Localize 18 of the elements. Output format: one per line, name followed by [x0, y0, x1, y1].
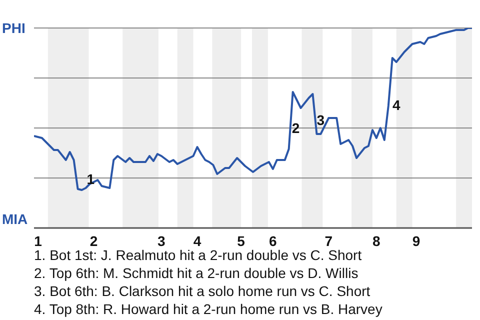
annotation: 3: [316, 112, 325, 128]
x-tick-label: 3: [158, 232, 166, 249]
x-tick-label: 2: [90, 232, 98, 249]
x-tick-label: 1: [34, 232, 42, 249]
x-tick-label: 7: [324, 232, 333, 249]
annotation: 2: [292, 120, 300, 136]
x-tick-label: 6: [269, 232, 278, 249]
x-tick-label: 5: [237, 232, 246, 249]
text: 1. Bot 1st: J. Realmuto hit a 2-run double vs C. Short: [34, 247, 362, 263]
text: PHI: [2, 19, 26, 37]
x-tick-label: 8: [372, 232, 381, 249]
text: MIA: [2, 210, 28, 228]
text: 4. Top 8th: R. Howard hit a 2-run home run vs B. Harvey: [34, 300, 382, 318]
annotation: 4: [392, 96, 400, 113]
x-tick-label: 4: [193, 232, 202, 249]
text: 2. Top 6th: M. Schmidt hit a 2-run double vs D. Willis: [34, 264, 360, 282]
text: 3. Bot 6th: B. Clarkson hit a solo home run vs C. Short: [34, 282, 372, 300]
x-tick-label: 9: [412, 232, 420, 249]
